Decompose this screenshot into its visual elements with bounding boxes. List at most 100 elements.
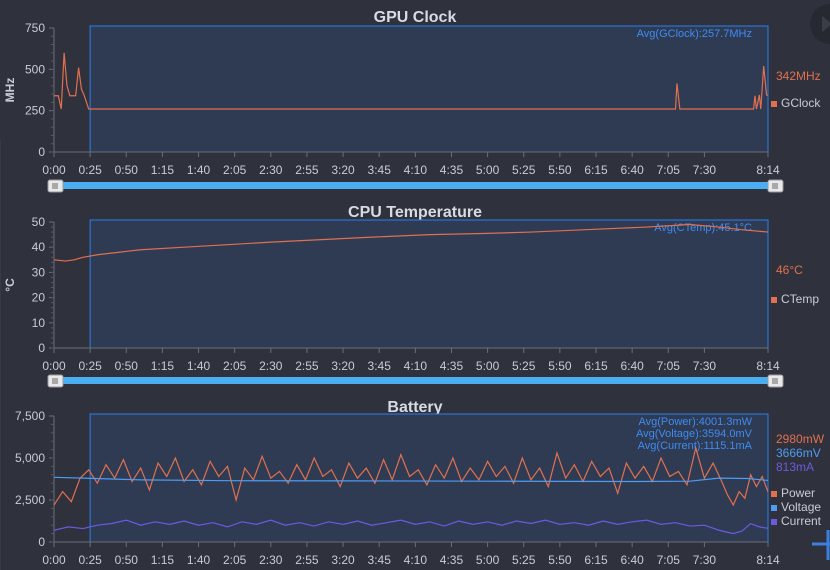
x-tick-label: 7:30 [693, 553, 717, 567]
y-tick-label: 7,500 [15, 409, 45, 423]
x-tick-label: 2:05 [223, 359, 247, 373]
x-tick-label: 0:50 [115, 359, 139, 373]
current-value-gclock: 342MHz [776, 69, 821, 83]
x-tick-label: 3:45 [368, 163, 392, 177]
y-tick-label: 0 [38, 145, 45, 159]
current-value-ctemp: 46°C [776, 263, 803, 277]
x-tick-label: 7:30 [693, 359, 717, 373]
x-tick-label: 7:05 [657, 553, 681, 567]
average-annotation: Avg(Voltage):3594.0mV [636, 428, 753, 440]
legend-label-gclock[interactable]: GClock [781, 96, 821, 110]
series-line-current [53, 519, 769, 535]
series-line-ctemp [53, 223, 769, 262]
x-tick-label: 5:50 [548, 553, 572, 567]
y-tick-label: 0 [38, 341, 45, 355]
selection-region[interactable] [89, 25, 769, 153]
legend-swatch[interactable] [771, 491, 777, 497]
y-tick-label: 20 [32, 291, 46, 305]
x-tick-label: 1:40 [187, 359, 211, 373]
x-tick-label: 4:35 [440, 163, 464, 177]
legend-label-power[interactable]: Power [781, 486, 815, 500]
x-tick-label: 2:05 [223, 553, 247, 567]
x-tick-label: 4:35 [440, 359, 464, 373]
x-tick-label: 4:10 [404, 163, 428, 177]
x-tick-label: 2:55 [295, 553, 319, 567]
x-tick-label: 0:00 [42, 359, 66, 373]
series-line-gclock [54, 52, 769, 110]
x-tick-label: 5:00 [476, 553, 500, 567]
current-value-current: 813mA [776, 460, 814, 474]
x-tick-label: 3:45 [368, 553, 392, 567]
x-tick-label: 5:25 [512, 359, 536, 373]
average-annotation: Avg(CTemp):45.1°C [654, 222, 752, 234]
x-tick-label: 5:50 [548, 163, 572, 177]
x-tick-label: 1:15 [151, 359, 175, 373]
x-tick-label: 3:20 [331, 553, 355, 567]
chart-title: GPU Clock [374, 9, 457, 26]
y-tick-label: 0 [38, 535, 45, 549]
y-tick-label: 10 [32, 316, 46, 330]
y-tick-label: 250 [25, 104, 45, 118]
legend-swatch[interactable] [771, 101, 777, 107]
x-tick-label: 7:30 [693, 163, 717, 177]
x-tick-label: 0:25 [78, 359, 102, 373]
play-button[interactable] [810, 4, 830, 44]
x-tick-label: 0:00 [42, 553, 66, 567]
y-tick-label: 2,500 [15, 493, 45, 507]
y-tick-label: 750 [25, 21, 45, 35]
selection-region[interactable] [89, 219, 769, 349]
legend-swatch[interactable] [771, 297, 777, 303]
series-line-voltage [53, 476, 769, 483]
x-tick-label: 1:15 [151, 553, 175, 567]
x-tick-label: 1:15 [151, 163, 175, 177]
x-tick-label: 1:40 [187, 553, 211, 567]
x-tick-label: 7:05 [657, 359, 681, 373]
x-tick-label: 5:00 [476, 163, 500, 177]
x-tick-label: 2:30 [259, 163, 283, 177]
series-line-power [53, 445, 769, 507]
y-tick-label: 40 [32, 240, 46, 254]
legend-label-ctemp[interactable]: CTemp [781, 292, 819, 306]
x-tick-label: 2:30 [259, 359, 283, 373]
x-tick-label: 5:25 [512, 163, 536, 177]
average-annotation: Avg(Power):4001.3mW [638, 416, 752, 428]
chart-title: Battery [387, 399, 442, 416]
x-tick-label: 8:14 [756, 553, 780, 567]
x-tick-label: 6:40 [620, 553, 644, 567]
range-slider-track[interactable] [60, 377, 774, 384]
x-tick-label: 1:40 [187, 163, 211, 177]
legend-label-current[interactable]: Current [781, 514, 822, 528]
x-tick-label: 0:00 [42, 163, 66, 177]
x-tick-label: 0:50 [115, 163, 139, 177]
x-tick-label: 2:55 [295, 163, 319, 177]
play-icon [822, 16, 830, 32]
x-tick-label: 0:25 [78, 163, 102, 177]
y-axis-label: °C [3, 278, 17, 292]
x-tick-label: 6:15 [584, 553, 608, 567]
x-tick-label: 8:14 [756, 359, 780, 373]
x-tick-label: 5:25 [512, 553, 536, 567]
y-tick-label: 50 [32, 215, 46, 229]
range-slider-track[interactable] [60, 182, 774, 189]
x-tick-label: 3:45 [368, 359, 392, 373]
y-axis-label: MHz [3, 78, 17, 103]
resize-handle-icon[interactable] [812, 530, 830, 560]
x-tick-label: 8:14 [756, 163, 780, 177]
x-tick-label: 2:05 [223, 163, 247, 177]
legend-swatch[interactable] [771, 519, 777, 525]
x-tick-label: 3:20 [331, 359, 355, 373]
x-tick-label: 5:50 [548, 359, 572, 373]
y-tick-label: 30 [32, 265, 46, 279]
x-tick-label: 6:40 [620, 359, 644, 373]
x-tick-label: 2:55 [295, 359, 319, 373]
average-annotation: Avg(GClock):257.7MHz [637, 28, 752, 40]
legend-label-voltage[interactable]: Voltage [781, 500, 821, 514]
x-tick-label: 6:40 [620, 163, 644, 177]
legend-swatch[interactable] [771, 505, 777, 511]
y-tick-label: 5,000 [15, 451, 45, 465]
x-tick-label: 4:10 [404, 553, 428, 567]
y-tick-label: 500 [25, 62, 45, 76]
x-tick-label: 6:15 [584, 163, 608, 177]
x-tick-label: 0:25 [78, 553, 102, 567]
